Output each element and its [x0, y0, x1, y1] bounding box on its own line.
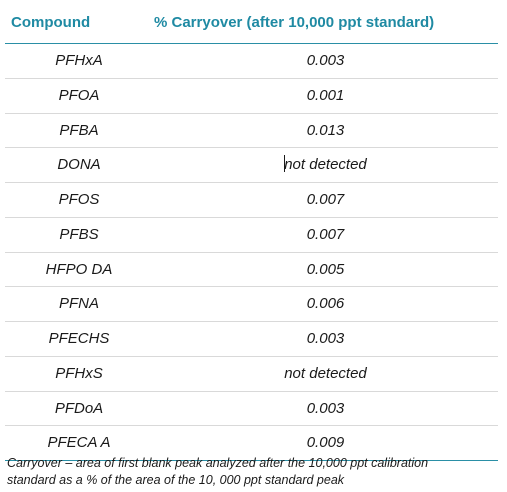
- compound-cell: PFECHS: [48, 330, 110, 347]
- carryover-cell: 0.003: [306, 399, 345, 417]
- carryover-cell: not detected: [284, 364, 367, 382]
- carryover-value: not detected: [284, 156, 367, 174]
- text-cursor: [284, 155, 286, 173]
- compound-cell: PFBS: [59, 225, 99, 243]
- table-row: PFOA 0.001: [5, 79, 498, 114]
- carryover-cell: 0.003: [306, 330, 345, 347]
- carryover-cell: 0.007: [306, 225, 345, 243]
- table-row: PFHxA 0.003: [5, 44, 498, 79]
- table-row: HFPO DA 0.005: [5, 253, 498, 288]
- compound-cell: PFBA: [59, 121, 99, 139]
- table-body: PFHxA 0.003 PFOA 0.001 PFBA 0.013 DONA n…: [5, 44, 498, 461]
- compound-cell: PFHxA: [55, 52, 103, 69]
- compound-cell: PFHxS: [55, 364, 103, 382]
- compound-cell: PFNA: [58, 295, 99, 313]
- table-row: PFECA A 0.009: [5, 426, 498, 461]
- compound-cell: DONA: [57, 156, 101, 174]
- compound-cell: PFECA A: [47, 434, 111, 452]
- table-row: PFBS 0.007: [5, 218, 498, 253]
- compound-cell: PFOA: [58, 86, 100, 104]
- table-row: PFBA 0.013: [5, 114, 498, 149]
- table-footnote: Carryover – area of first blank peak ana…: [7, 455, 502, 489]
- carryover-cell[interactable]: not detected: [153, 148, 498, 182]
- table-row: PFNA 0.006: [5, 287, 498, 322]
- table-row: DONA not detected: [5, 148, 498, 183]
- compound-cell: PFOS: [58, 191, 100, 208]
- carryover-cell: 0.005: [306, 260, 345, 278]
- table-row: PFDoA 0.003: [5, 392, 498, 427]
- carryover-cell: 0.013: [306, 121, 345, 139]
- carryover-cell: 0.009: [306, 434, 345, 452]
- header-carryover: % Carryover (after 10,000 ppt standard): [154, 14, 435, 31]
- table-header-row: Compound % Carryover (after 10,000 ppt s…: [5, 0, 498, 44]
- carryover-cell: 0.006: [306, 295, 345, 313]
- carryover-cell: 0.003: [306, 52, 345, 69]
- table-row: PFOS 0.007: [5, 183, 498, 218]
- footnote-line: standard as a % of the area of the 10, 0…: [7, 473, 345, 487]
- table-row: PFHxS not detected: [5, 357, 498, 392]
- footnote-line: Carryover – area of first blank peak ana…: [7, 456, 429, 470]
- carryover-cell: 0.001: [306, 86, 345, 104]
- table-row: PFECHS 0.003: [5, 322, 498, 357]
- compound-cell: PFDoA: [54, 399, 104, 417]
- compound-cell: HFPO DA: [45, 260, 113, 278]
- header-compound: Compound: [11, 14, 91, 31]
- carryover-cell: 0.007: [306, 191, 345, 208]
